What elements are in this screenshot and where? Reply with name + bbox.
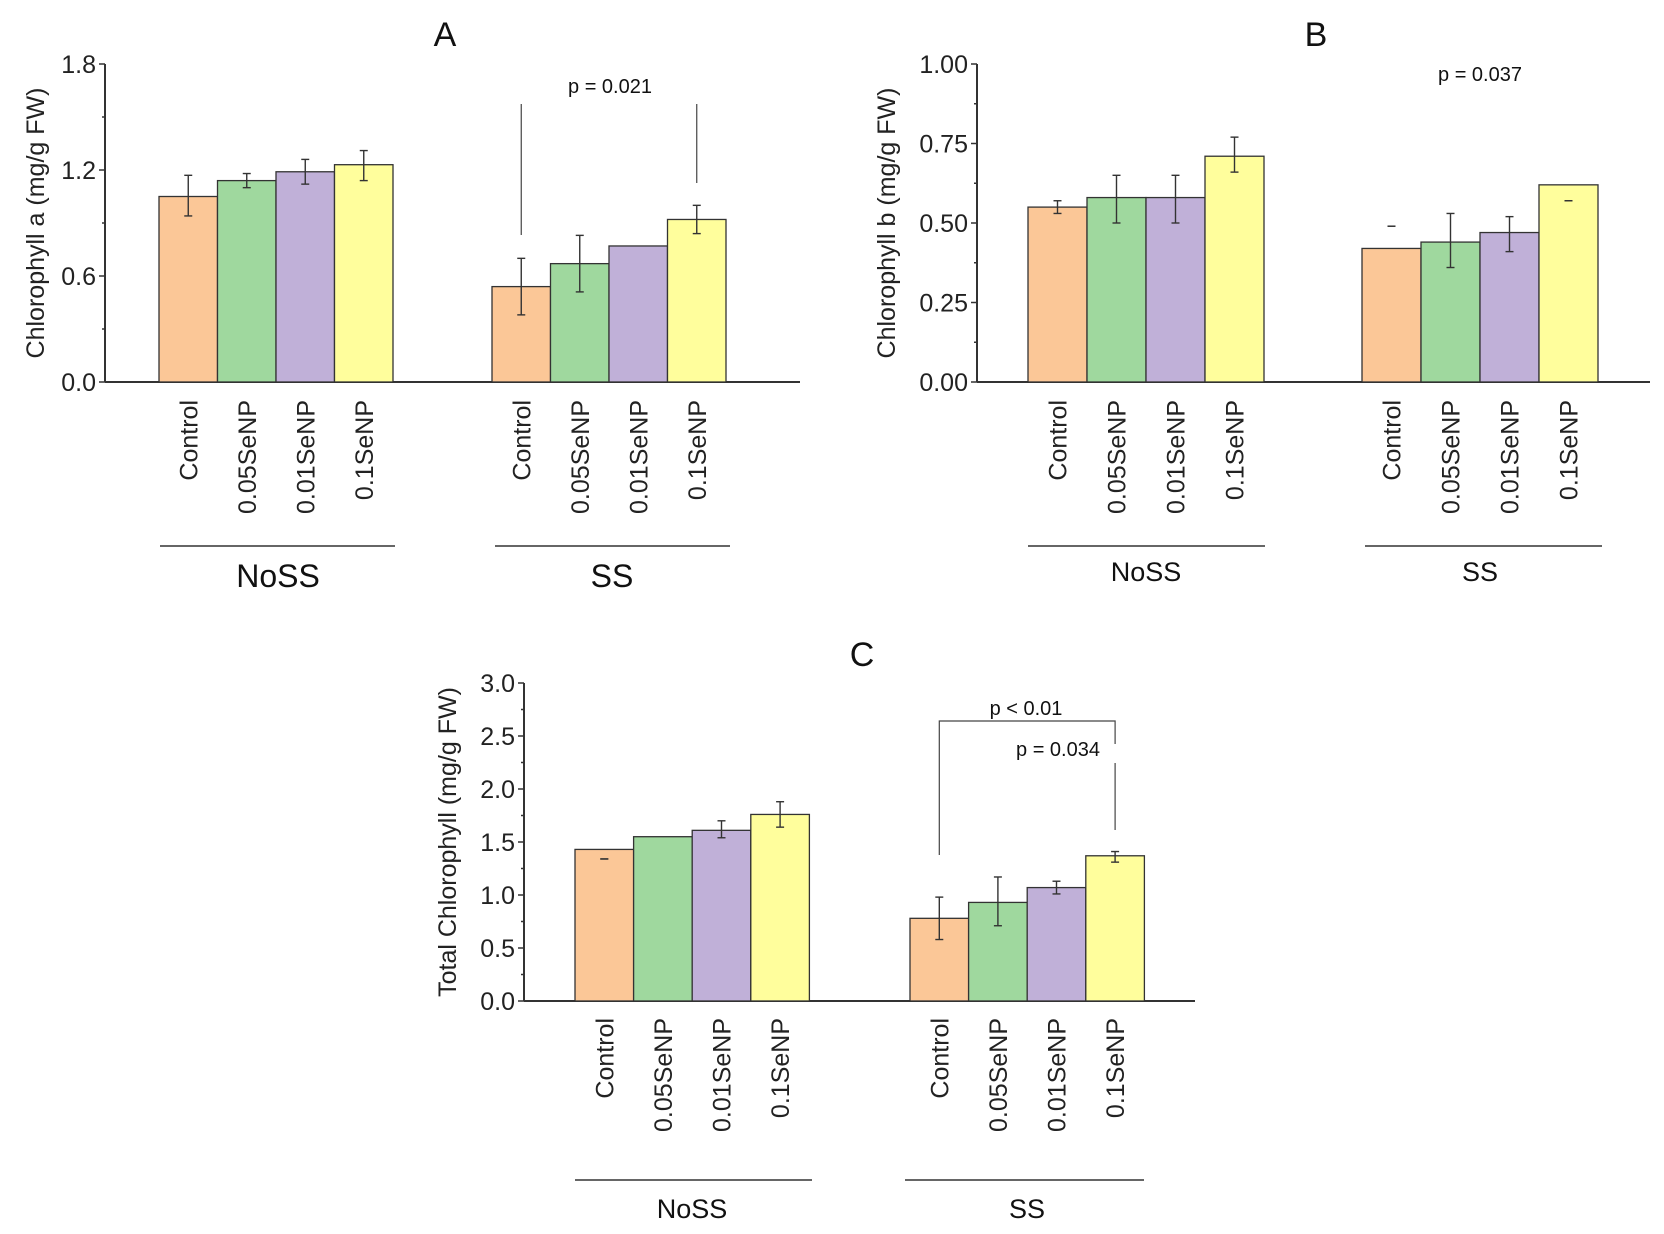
bar bbox=[666, 218, 727, 383]
y-tick-label: 3.0 bbox=[480, 670, 515, 698]
category-label: Control bbox=[1045, 400, 1073, 481]
bar bbox=[574, 848, 635, 1002]
category-label: 0.1SeNP bbox=[1102, 1018, 1130, 1118]
y-tick-label: 0.50 bbox=[919, 210, 968, 238]
bar bbox=[691, 829, 752, 1002]
bar bbox=[1085, 855, 1146, 1002]
panel-title: B bbox=[1305, 16, 1328, 54]
bar bbox=[1026, 886, 1087, 1002]
category-label: 0.1SeNP bbox=[1556, 400, 1584, 500]
bar bbox=[1027, 206, 1088, 383]
category-label: 0.05SeNP bbox=[1438, 400, 1466, 514]
panel-a: A Chlorophyll a (mg/g FW) p = 0.021 NoSS… bbox=[22, 16, 800, 594]
category-label: 0.01SeNP bbox=[709, 1018, 737, 1132]
panel-title: A bbox=[434, 16, 457, 54]
category-label: 0.05SeNP bbox=[650, 1018, 678, 1132]
category-label: 0.05SeNP bbox=[567, 400, 595, 514]
category-label: 0.1SeNP bbox=[351, 400, 379, 500]
category-label: Control bbox=[508, 400, 536, 481]
bar bbox=[608, 245, 669, 383]
bar bbox=[333, 164, 394, 383]
bar bbox=[1361, 247, 1422, 383]
y-tick-label: 0.6 bbox=[61, 263, 96, 291]
y-tick-label: 0.0 bbox=[61, 369, 96, 397]
y-axis-label: Chlorophyll b (mg/g FW) bbox=[873, 88, 901, 359]
bar bbox=[632, 836, 693, 1002]
y-tick-label: 1.0 bbox=[480, 882, 515, 910]
category-label: Control bbox=[926, 1018, 954, 1099]
y-tick-label: 0.25 bbox=[919, 290, 968, 318]
panel-c: C Total Chlorophyll (mg/g FW) p < 0.01 p… bbox=[434, 636, 1195, 1224]
y-tick-label: 1.5 bbox=[480, 829, 515, 857]
y-tick-label: 0.0 bbox=[480, 988, 515, 1016]
y-tick-label: 1.8 bbox=[61, 51, 96, 79]
category-label: 0.05SeNP bbox=[234, 400, 262, 514]
category-label: 0.05SeNP bbox=[1104, 400, 1132, 514]
significance-annotation: p = 0.034 bbox=[1016, 739, 1100, 761]
panel-b: B Chlorophyll b (mg/g FW) p = 0.037 NoSS… bbox=[873, 16, 1650, 587]
category-label: Control bbox=[1379, 400, 1407, 481]
category-label: 0.1SeNP bbox=[767, 1018, 795, 1118]
group-label-noss: NoSS bbox=[236, 558, 320, 594]
group-label-noss: NoSS bbox=[657, 1194, 728, 1224]
category-label: 0.01SeNP bbox=[1497, 400, 1525, 514]
significance-annotation: p = 0.021 bbox=[568, 76, 652, 98]
category-label: 0.1SeNP bbox=[684, 400, 712, 500]
category-label: 0.05SeNP bbox=[985, 1018, 1013, 1132]
bar bbox=[158, 195, 219, 383]
category-label: Control bbox=[591, 1018, 619, 1099]
category-label: Control bbox=[175, 400, 203, 481]
significance-annotation: p = 0.037 bbox=[1438, 64, 1522, 86]
y-tick-label: 2.0 bbox=[480, 776, 515, 804]
significance-annotation: p < 0.01 bbox=[990, 698, 1063, 720]
group-label-ss: SS bbox=[591, 558, 634, 594]
y-tick-label: 1.00 bbox=[919, 51, 968, 79]
group-label-ss: SS bbox=[1009, 1194, 1045, 1224]
bar bbox=[1479, 231, 1540, 383]
category-label: 0.01SeNP bbox=[292, 400, 320, 514]
y-tick-label: 0.5 bbox=[480, 935, 515, 963]
bar bbox=[750, 813, 811, 1002]
y-tick-label: 2.5 bbox=[480, 723, 515, 751]
y-tick-label: 0.00 bbox=[919, 369, 968, 397]
group-label-noss: NoSS bbox=[1111, 557, 1182, 587]
category-label: 0.01SeNP bbox=[1044, 1018, 1072, 1132]
bar bbox=[275, 171, 336, 383]
panel-title: C bbox=[850, 636, 875, 674]
y-tick-label: 1.2 bbox=[61, 157, 96, 185]
y-tick-label: 0.75 bbox=[919, 131, 968, 159]
y-axis-label: Total Chlorophyll (mg/g FW) bbox=[434, 687, 462, 997]
bar bbox=[216, 179, 277, 383]
bar bbox=[1204, 155, 1265, 383]
bar bbox=[1086, 196, 1147, 383]
significance-bracket bbox=[938, 720, 1116, 855]
bar bbox=[1145, 196, 1206, 383]
category-label: 0.01SeNP bbox=[1163, 400, 1191, 514]
category-label: 0.01SeNP bbox=[625, 400, 653, 514]
category-label: 0.1SeNP bbox=[1222, 400, 1250, 500]
bar bbox=[1538, 184, 1599, 383]
group-label-ss: SS bbox=[1462, 557, 1498, 587]
y-axis-label: Chlorophyll a (mg/g FW) bbox=[22, 88, 50, 359]
